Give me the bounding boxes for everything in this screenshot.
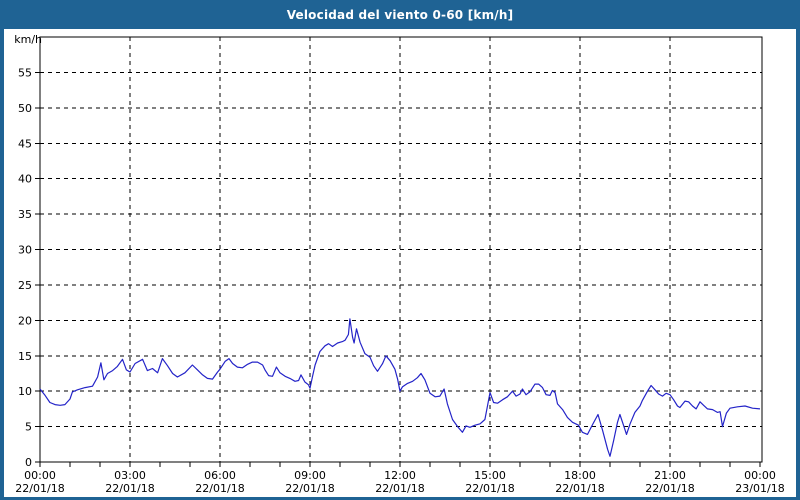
svg-text:22/01/18: 22/01/18	[375, 482, 424, 495]
svg-text:35: 35	[18, 208, 32, 221]
svg-text:15:00: 15:00	[474, 469, 506, 482]
svg-text:22/01/18: 22/01/18	[15, 482, 64, 495]
svg-text:23/01/18: 23/01/18	[735, 482, 784, 495]
svg-text:00:00: 00:00	[24, 469, 56, 482]
svg-text:22/01/18: 22/01/18	[195, 482, 244, 495]
svg-text:12:00: 12:00	[384, 469, 416, 482]
svg-text:30: 30	[18, 244, 32, 257]
svg-text:0: 0	[25, 456, 32, 469]
title-bar: Velocidad del viento 0-60 [km/h]	[0, 0, 800, 29]
wind-speed-line	[39, 318, 761, 457]
svg-text:50: 50	[18, 102, 32, 115]
svg-text:15: 15	[18, 350, 32, 363]
y-axis-unit-label: km/h	[14, 33, 42, 46]
svg-text:25: 25	[18, 279, 32, 292]
svg-text:03:00: 03:00	[114, 469, 146, 482]
svg-text:22/01/18: 22/01/18	[465, 482, 514, 495]
svg-text:22/01/18: 22/01/18	[555, 482, 604, 495]
y-gridlines	[40, 71, 762, 428]
svg-text:22/01/18: 22/01/18	[645, 482, 694, 495]
chart-area: 0 5 10 15 20 25 30 35 40 45 50 55 km/h 00:00 22/01/18 0…	[4, 29, 796, 497]
y-axis-ticks	[35, 71, 40, 463]
svg-text:21:00: 21:00	[654, 469, 686, 482]
svg-text:22/01/18: 22/01/18	[105, 482, 154, 495]
svg-text:18:00: 18:00	[564, 469, 596, 482]
wind-speed-chart: 0510152025303540455055km/h00:0022/01/180…	[14, 33, 784, 495]
svg-text:55: 55	[18, 66, 32, 79]
svg-text:10: 10	[18, 385, 32, 398]
svg-text:5: 5	[25, 421, 32, 434]
svg-text:00:00: 00:00	[744, 469, 776, 482]
svg-text:22/01/18: 22/01/18	[285, 482, 334, 495]
x-axis-labels: 00:0022/01/1803:0022/01/1806:0022/01/180…	[15, 469, 784, 495]
y-axis-labels: 0 5 10 15 20 25 30 35 40 45 50 55 km/h	[14, 33, 42, 469]
chart-title: Velocidad del viento 0-60 [km/h]	[286, 7, 514, 22]
svg-text:40: 40	[18, 173, 32, 186]
svg-text:20: 20	[18, 314, 32, 327]
svg-text:45: 45	[18, 137, 32, 150]
svg-text:09:00: 09:00	[294, 469, 326, 482]
x-axis-ticks	[39, 462, 761, 467]
svg-text:06:00: 06:00	[204, 469, 236, 482]
